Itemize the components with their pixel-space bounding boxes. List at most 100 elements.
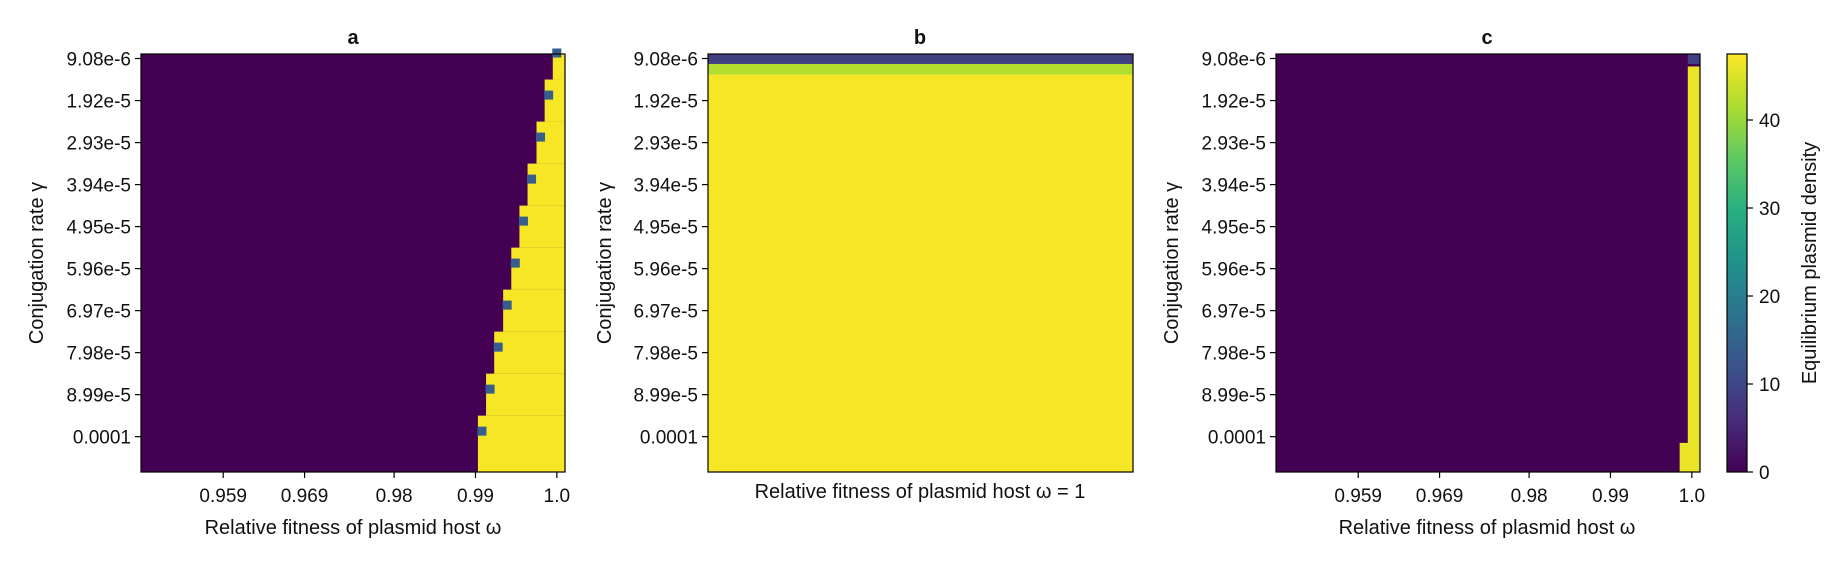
colorbar-tick-label: 30 (1759, 199, 1780, 220)
heat-band-0 (708, 54, 1133, 64)
y-tick-label: 2.93e-5 (1202, 134, 1266, 155)
x-tick-label: 0.969 (281, 486, 329, 507)
heat-edge-cell-7 (493, 342, 503, 352)
y-tick-label: 3.94e-5 (634, 176, 698, 197)
heat-cell-row-7 (494, 331, 565, 374)
heat-cell-row-4 (519, 205, 565, 248)
panel-c-frame (1275, 53, 1701, 473)
heat-cell-row-6 (503, 289, 565, 332)
y-tick-label: 9.08e-6 (634, 49, 698, 70)
panel-a-title: a (347, 27, 359, 49)
panel-b: b 9.08e-6 1.92e-5 2.93e-5 3.94e-5 4.95e-5 5.9… (594, 27, 1134, 503)
panel-c-x-label: Relative fitness of plasmid host ω (1339, 517, 1636, 539)
colorbar-ticks: 0 10 20 30 40 (1747, 111, 1780, 484)
heat-strip (1687, 66, 1700, 473)
heat-cell-row-3 (527, 163, 565, 206)
y-tick-label: 8.99e-5 (634, 386, 698, 407)
y-tick-label: 6.97e-5 (634, 302, 698, 323)
y-tick-label: 8.99e-5 (67, 386, 131, 407)
panel-c-heatmap (1276, 54, 1700, 473)
x-tick-label: 0.99 (1592, 486, 1629, 507)
panel-c-x-ticks: 0.959 0.969 0.98 0.99 1.0 (1334, 472, 1705, 507)
y-tick-label: 8.99e-5 (1202, 386, 1266, 407)
panel-a-y-label: Conjugation rate γ (26, 182, 48, 344)
colorbar: 0 10 20 30 40 Equilibrium plasmid density (1726, 53, 1821, 484)
y-tick-label: 7.98e-5 (1202, 344, 1266, 365)
x-tick-label: 0.99 (457, 486, 494, 507)
panel-b-title: b (914, 27, 926, 49)
x-tick-label: 0.98 (1511, 486, 1548, 507)
panel-b-frame (707, 53, 1134, 473)
heat-edge-cell-0 (552, 48, 562, 58)
y-tick-label: 1.92e-5 (1202, 92, 1266, 113)
y-tick-label: 1.92e-5 (67, 92, 131, 113)
panel-b-y-ticks: 9.08e-6 1.92e-5 2.93e-5 3.94e-5 4.95e-5 5.96e… (634, 49, 708, 449)
panel-a-y-ticks: 9.08e-6 1.92e-5 2.93e-5 3.94e-5 4.95e-5 5.96e… (67, 49, 141, 449)
panel-c: c 9.08e-6 1.92e-5 2.93e-5 3.94e-5 4.95e-5 5.9… (1161, 27, 1705, 539)
heat-edge-cell-6 (502, 300, 512, 310)
panel-a-frame (140, 53, 566, 473)
heat-band-1 (708, 63, 1133, 75)
colorbar-tick-label: 20 (1759, 287, 1780, 308)
colorbar-tick-label: 0 (1759, 463, 1770, 484)
heat-edge-cell-4 (518, 216, 528, 226)
y-tick-label: 7.98e-5 (634, 344, 698, 365)
panel-b-x-label: Relative fitness of plasmid host ω = 1 (755, 481, 1086, 503)
y-tick-label: 0.0001 (73, 428, 131, 449)
x-tick-label: 1.0 (544, 486, 570, 507)
panel-b-y-label: Conjugation rate γ (594, 182, 616, 344)
panel-a-x-label: Relative fitness of plasmid host ω (205, 517, 502, 539)
x-tick-label: 0.969 (1416, 486, 1464, 507)
heat-edge-cell-5 (510, 258, 520, 268)
panel-a: a 9.08e-6 1.92e-5 2.93e-5 3.94e-5 4.95e-5 5.9… (26, 27, 570, 539)
heat-cell-row-5 (511, 247, 565, 290)
y-tick-label: 2.93e-5 (67, 134, 131, 155)
panel-a-x-ticks: 0.959 0.969 0.98 0.99 1.0 (199, 472, 570, 507)
x-tick-label: 0.959 (1334, 486, 1382, 507)
heat-background (1276, 54, 1700, 472)
y-tick-label: 9.08e-6 (67, 49, 131, 70)
heat-edge-cell-1 (544, 90, 554, 100)
heat-band-2 (708, 74, 1133, 472)
y-tick-label: 0.0001 (1208, 428, 1266, 449)
y-tick-label: 7.98e-5 (67, 344, 131, 365)
y-tick-label: 6.97e-5 (67, 302, 131, 323)
panel-a-heatmap (141, 48, 565, 472)
heat-cell-row-0 (552, 54, 565, 80)
y-tick-label: 1.92e-5 (634, 92, 698, 113)
heat-strip-top (1687, 54, 1700, 64)
y-tick-label: 5.96e-5 (634, 260, 698, 281)
y-tick-label: 5.96e-5 (1202, 260, 1266, 281)
heat-edge-cell-9 (477, 426, 487, 436)
colorbar-gradient (1726, 53, 1748, 473)
heat-cell-row-1 (544, 79, 565, 122)
y-tick-label: 4.95e-5 (67, 218, 131, 239)
colorbar-tick-label: 40 (1759, 111, 1780, 132)
heat-edge-cell-3 (527, 174, 537, 184)
y-tick-label: 4.95e-5 (634, 218, 698, 239)
y-tick-label: 4.95e-5 (1202, 218, 1266, 239)
colorbar-tick-label: 10 (1759, 375, 1780, 396)
x-tick-label: 0.98 (376, 486, 413, 507)
panel-c-y-label: Conjugation rate γ (1161, 182, 1183, 344)
heat-cell-row-9 (477, 415, 565, 472)
x-tick-label: 0.959 (199, 486, 247, 507)
heat-cell-row-2 (536, 121, 565, 164)
y-tick-label: 5.96e-5 (67, 260, 131, 281)
x-tick-label: 1.0 (1679, 486, 1705, 507)
panel-b-heatmap (708, 54, 1133, 472)
heat-edge-cell-2 (536, 132, 546, 142)
heat-cell-row-8 (486, 373, 565, 416)
y-tick-label: 9.08e-6 (1202, 49, 1266, 70)
heat-edge-cell-8 (485, 384, 495, 394)
colorbar-label: Equilibrium plasmid density (1799, 142, 1821, 384)
y-tick-label: 3.94e-5 (1202, 176, 1266, 197)
panel-c-title: c (1481, 27, 1492, 49)
y-tick-label: 3.94e-5 (67, 176, 131, 197)
y-tick-label: 0.0001 (640, 428, 698, 449)
panel-c-y-ticks: 9.08e-6 1.92e-5 2.93e-5 3.94e-5 4.95e-5 5.96e… (1202, 49, 1276, 449)
y-tick-label: 6.97e-5 (1202, 302, 1266, 323)
y-tick-label: 2.93e-5 (634, 134, 698, 155)
heat-strip-bottom (1679, 442, 1700, 472)
